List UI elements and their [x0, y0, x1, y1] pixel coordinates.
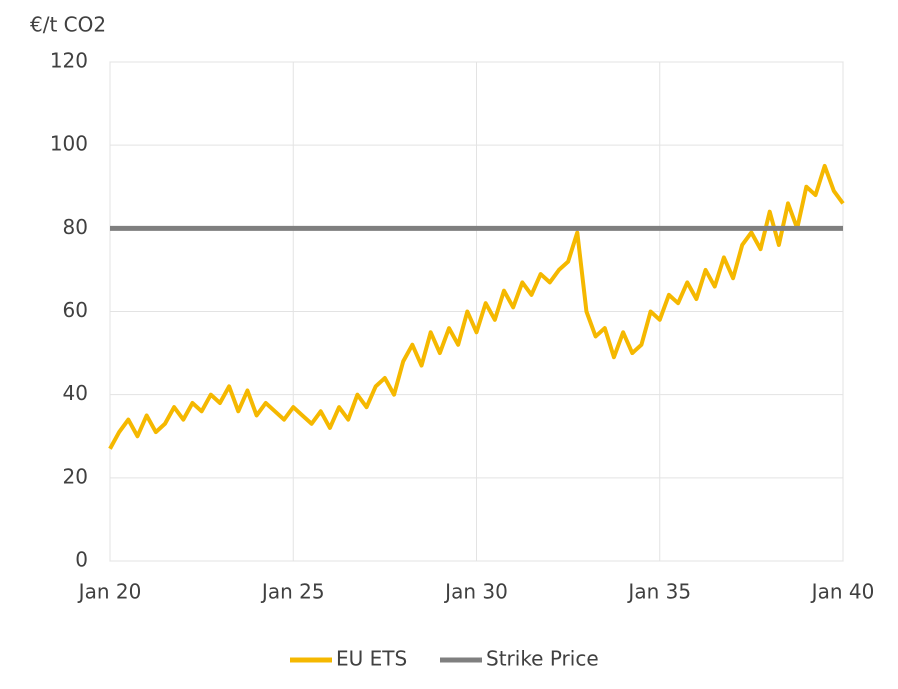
- y-tick-label: 120: [50, 49, 88, 73]
- series-line: [108, 163, 845, 450]
- legend-label: EU ETS: [336, 647, 407, 671]
- x-tick-label: Jan 30: [443, 580, 508, 604]
- legend-label: Strike Price: [486, 647, 599, 671]
- y-tick-label: 0: [75, 548, 88, 572]
- y-axis-label: €/t CO2: [30, 13, 106, 37]
- y-tick-label: 100: [50, 132, 88, 156]
- x-tick-label: Jan 25: [260, 580, 325, 604]
- x-tick-label: Jan 40: [810, 580, 875, 604]
- y-tick-label: 20: [63, 464, 88, 488]
- x-tick-label: Jan 20: [77, 580, 142, 604]
- y-tick-label: 40: [63, 381, 88, 405]
- y-tick-label: 60: [63, 298, 88, 322]
- x-tick-label: Jan 35: [626, 580, 691, 604]
- y-tick-label: 80: [63, 215, 88, 239]
